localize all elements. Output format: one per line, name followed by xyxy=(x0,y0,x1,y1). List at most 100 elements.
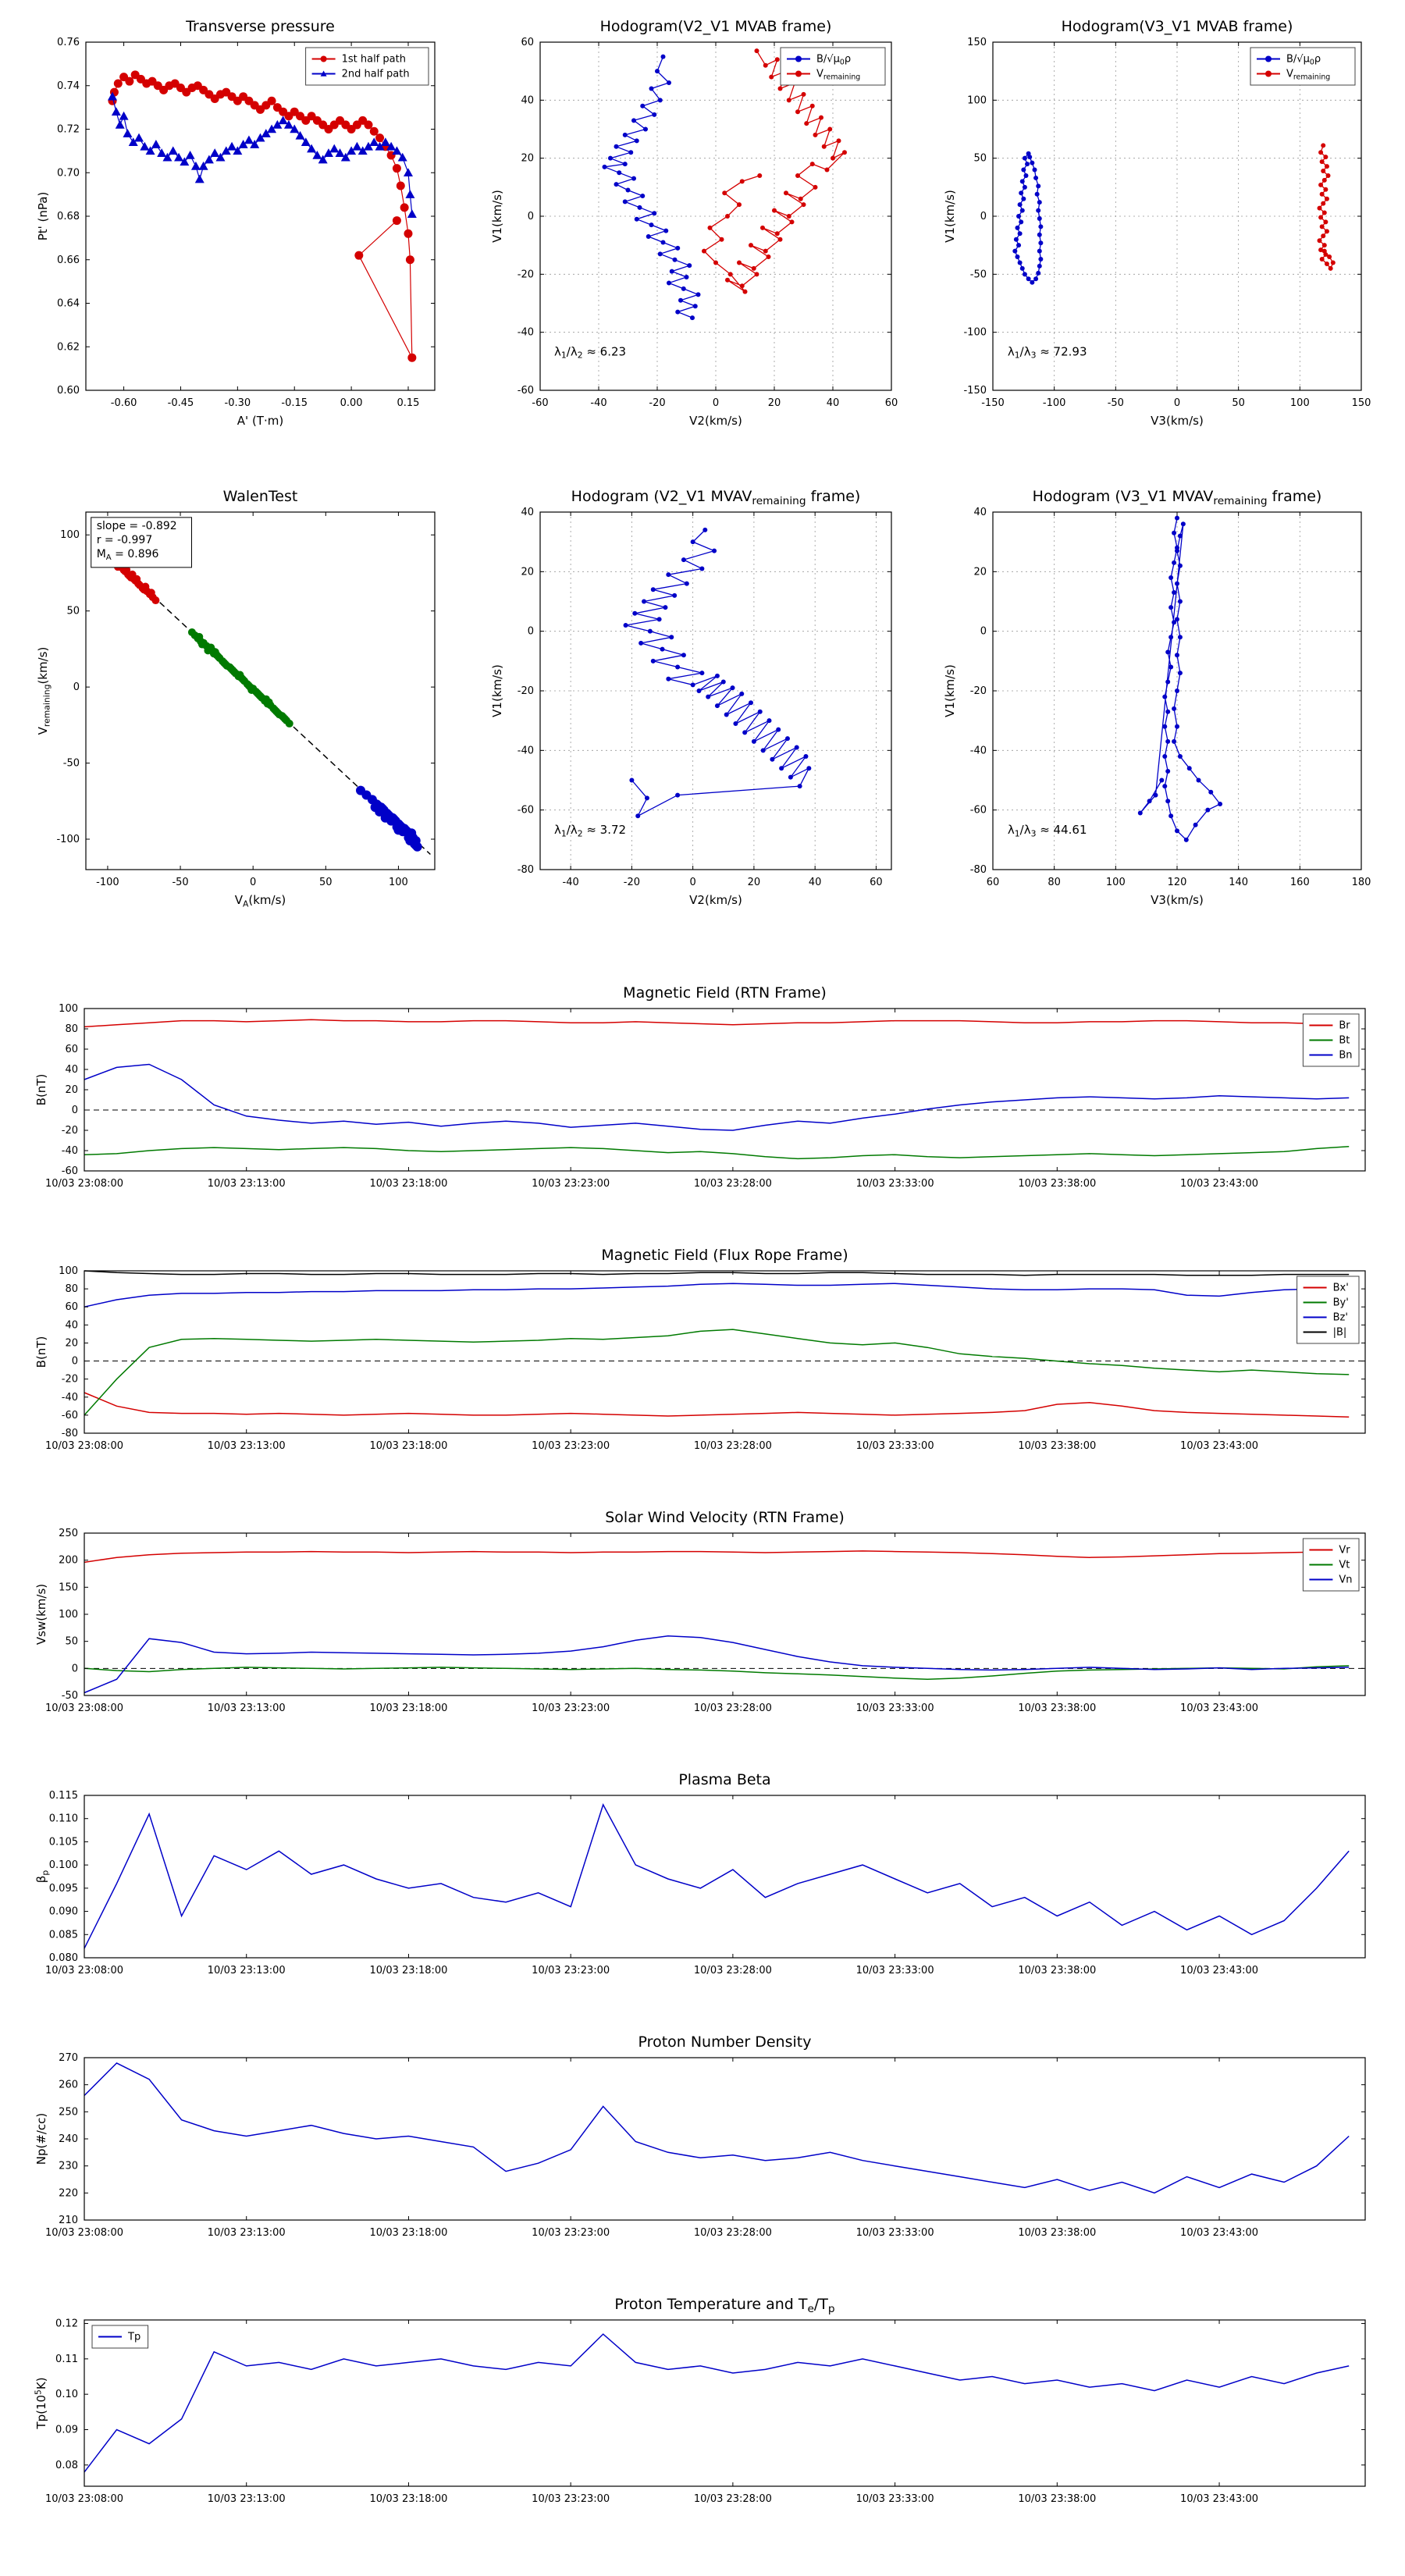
svg-text:10/03 23:33:00: 10/03 23:33:00 xyxy=(856,1965,934,1976)
svg-text:0.00: 0.00 xyxy=(340,397,363,409)
svg-text:10/03 23:18:00: 10/03 23:18:00 xyxy=(369,1703,447,1714)
svg-text:-20: -20 xyxy=(518,269,534,280)
svg-text:10/03 23:43:00: 10/03 23:43:00 xyxy=(1180,1965,1258,1976)
svg-text:100: 100 xyxy=(59,1265,78,1277)
svg-text:220: 220 xyxy=(59,2187,78,2199)
svg-text:100: 100 xyxy=(1106,877,1126,888)
svg-text:Vsw(km/s): Vsw(km/s) xyxy=(34,1584,48,1645)
svg-text:10/03 23:43:00: 10/03 23:43:00 xyxy=(1180,2493,1258,2505)
svg-text:0.11: 0.11 xyxy=(55,2354,78,2365)
svg-text:10/03 23:18:00: 10/03 23:18:00 xyxy=(369,2227,447,2239)
svg-text:Bx': Bx' xyxy=(1333,1283,1349,1294)
chart-hodogram-v3v1-mvav: 60 80 100 120 140 160 180 -80 -60 -40 -20 0 20 40 Hodo… xyxy=(930,478,1375,915)
svg-text:10/03 23:43:00: 10/03 23:43:00 xyxy=(1180,2227,1258,2239)
svg-text:10/03 23:13:00: 10/03 23:13:00 xyxy=(208,2493,286,2505)
svg-text:10/03 23:28:00: 10/03 23:28:00 xyxy=(694,1178,772,1190)
svg-text:240: 240 xyxy=(59,2133,78,2145)
svg-text:10/03 23:28:00: 10/03 23:28:00 xyxy=(694,1703,772,1714)
svg-text:270: 270 xyxy=(59,2052,78,2064)
svg-text:-60: -60 xyxy=(970,805,987,817)
svg-text:10/03 23:43:00: 10/03 23:43:00 xyxy=(1180,1703,1258,1714)
svg-text:-50: -50 xyxy=(172,877,188,888)
svg-text:B/√μ0ρ: B/√μ0ρ xyxy=(816,54,851,67)
svg-text:βp: βp xyxy=(34,1870,50,1884)
svg-text:10/03 23:43:00: 10/03 23:43:00 xyxy=(1180,1178,1258,1190)
svg-text:40: 40 xyxy=(65,1319,78,1331)
svg-text:-50: -50 xyxy=(970,269,987,280)
svg-text:50: 50 xyxy=(65,1636,78,1648)
svg-text:60: 60 xyxy=(987,877,1000,888)
svg-text:Proton Temperature and Te/Tp: Proton Temperature and Te/Tp xyxy=(614,2296,834,2315)
svg-text:0.64: 0.64 xyxy=(57,298,80,310)
svg-text:0.72: 0.72 xyxy=(57,124,80,136)
svg-text:λ1/λ3 ≈ 44.61: λ1/λ3 ≈ 44.61 xyxy=(1008,823,1087,838)
svg-text:10/03 23:38:00: 10/03 23:38:00 xyxy=(1018,1703,1096,1714)
svg-text:210: 210 xyxy=(59,2215,78,2226)
svg-text:-150: -150 xyxy=(963,385,987,397)
svg-text:Vremaining: Vremaining xyxy=(1286,69,1330,82)
svg-text:60: 60 xyxy=(870,877,883,888)
svg-text:-20: -20 xyxy=(62,1125,78,1137)
svg-text:Vr: Vr xyxy=(1339,1545,1350,1557)
svg-text:10/03 23:23:00: 10/03 23:23:00 xyxy=(532,2493,610,2505)
svg-text:120: 120 xyxy=(1168,877,1187,888)
chart-hodogram-v2v1-mvav: -40 -20 0 20 40 60 -80 -60 -40 -20 0 20 40 Hodogram (… xyxy=(478,478,905,915)
svg-text:50: 50 xyxy=(973,153,987,165)
svg-text:100: 100 xyxy=(59,1609,78,1621)
svg-text:0.100: 0.100 xyxy=(49,1859,78,1871)
svg-text:0: 0 xyxy=(72,1105,78,1116)
svg-text:10/03 23:13:00: 10/03 23:13:00 xyxy=(208,1965,286,1976)
svg-text:V2(km/s): V2(km/s) xyxy=(689,414,742,428)
svg-text:Proton Number Density: Proton Number Density xyxy=(638,2033,812,2051)
svg-text:60: 60 xyxy=(885,397,898,409)
svg-text:2nd half path: 2nd half path xyxy=(342,69,410,80)
svg-text:r = -0.997: r = -0.997 xyxy=(97,534,153,546)
svg-text:0.15: 0.15 xyxy=(397,397,420,409)
svg-text:-100: -100 xyxy=(96,877,119,888)
svg-text:10/03 23:13:00: 10/03 23:13:00 xyxy=(208,1178,286,1190)
svg-text:40: 40 xyxy=(65,1064,78,1076)
svg-text:20: 20 xyxy=(521,153,534,165)
svg-text:Solar Wind Velocity (RTN Frame: Solar Wind Velocity (RTN Frame) xyxy=(605,1509,845,1526)
svg-text:0: 0 xyxy=(72,1663,78,1674)
svg-text:B(nT): B(nT) xyxy=(34,1074,48,1106)
svg-text:10/03 23:13:00: 10/03 23:13:00 xyxy=(208,2227,286,2239)
svg-text:-40: -40 xyxy=(970,745,987,756)
svg-text:V1(km/s): V1(km/s) xyxy=(490,190,504,243)
svg-text:10/03 23:08:00: 10/03 23:08:00 xyxy=(45,1178,123,1190)
svg-text:0.12: 0.12 xyxy=(55,2318,78,2330)
svg-text:10/03 23:08:00: 10/03 23:08:00 xyxy=(45,1703,123,1714)
svg-text:0.08: 0.08 xyxy=(55,2460,78,2471)
svg-text:0: 0 xyxy=(73,681,80,693)
svg-text:10/03 23:23:00: 10/03 23:23:00 xyxy=(532,1965,610,1976)
svg-text:-100: -100 xyxy=(56,834,80,845)
chart-proton-temperature: 10/03 23:08:00 10/03 23:13:00 10/03 23:18:… xyxy=(22,2289,1384,2527)
svg-text:-100: -100 xyxy=(963,327,987,339)
svg-text:0: 0 xyxy=(980,626,987,638)
svg-text:50: 50 xyxy=(319,877,333,888)
svg-text:-100: -100 xyxy=(1043,397,1066,409)
svg-text:Hodogram(V2_V1 MVAB frame): Hodogram(V2_V1 MVAB frame) xyxy=(600,18,832,35)
svg-text:10/03 23:33:00: 10/03 23:33:00 xyxy=(856,1178,934,1190)
svg-text:-80: -80 xyxy=(62,1428,78,1439)
svg-text:-0.15: -0.15 xyxy=(281,397,308,409)
svg-text:40: 40 xyxy=(809,877,822,888)
svg-text:150: 150 xyxy=(1352,397,1371,409)
svg-text:0: 0 xyxy=(72,1356,78,1368)
svg-text:80: 80 xyxy=(65,1283,78,1295)
svg-text:-50: -50 xyxy=(63,758,80,770)
svg-text:0.62: 0.62 xyxy=(57,341,80,353)
svg-text:Vn: Vn xyxy=(1339,1574,1352,1586)
svg-text:250: 250 xyxy=(59,2106,78,2118)
svg-text:-60: -60 xyxy=(62,1165,78,1177)
svg-text:230: 230 xyxy=(59,2161,78,2172)
svg-text:150: 150 xyxy=(59,1582,78,1593)
chart-proton-number-density: 10/03 23:08:00 10/03 23:13:00 10/03 23:18:… xyxy=(22,2026,1384,2261)
svg-text:0.105: 0.105 xyxy=(49,1836,78,1848)
svg-text:0.70: 0.70 xyxy=(57,167,80,179)
svg-text:10/03 23:18:00: 10/03 23:18:00 xyxy=(369,2493,447,2505)
svg-text:Bn: Bn xyxy=(1339,1050,1352,1062)
svg-text:20: 20 xyxy=(521,566,534,578)
svg-text:10/03 23:33:00: 10/03 23:33:00 xyxy=(856,2227,934,2239)
svg-text:-40: -40 xyxy=(518,327,534,339)
